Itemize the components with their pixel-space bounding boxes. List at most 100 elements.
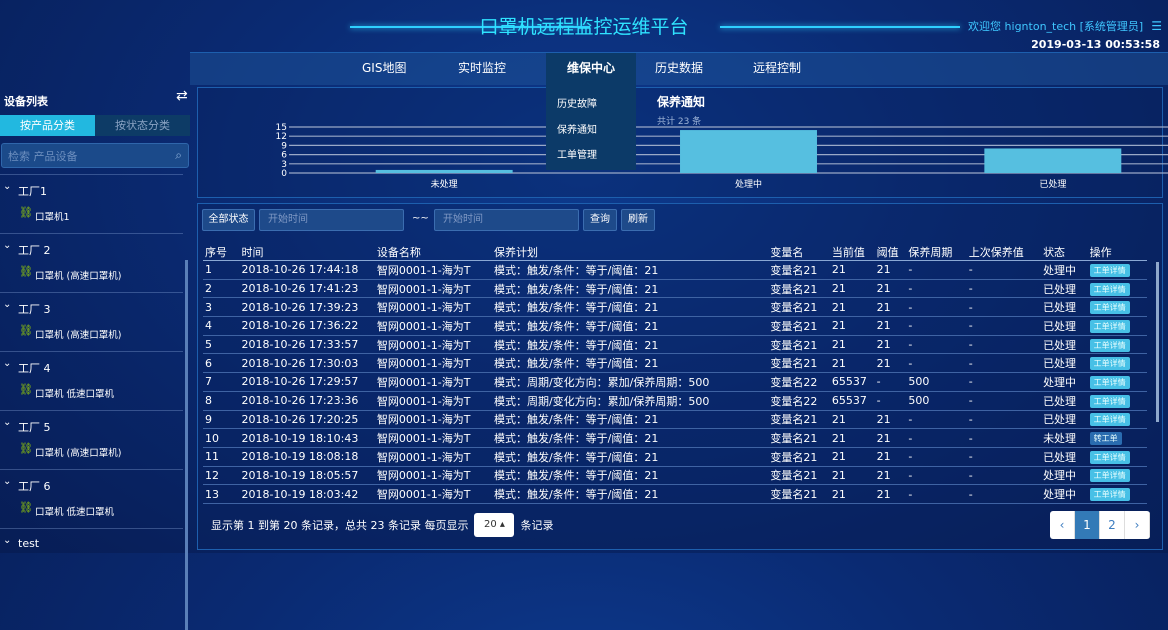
menu-item-history-fault[interactable]: 历史故障 xyxy=(557,99,597,110)
pagination-suffix: 条记录 xyxy=(520,519,554,532)
table-cell: 工单详情 xyxy=(1087,260,1147,280)
work-order-detail-button[interactable]: 工单详情 xyxy=(1089,301,1130,315)
chevron-down-icon[interactable]: ⌄ xyxy=(3,417,12,428)
start-time-input[interactable]: 开始时间 xyxy=(259,209,404,231)
table-cell: 65537 xyxy=(829,372,875,392)
device-item[interactable]: 口罩机 (高速口罩机) xyxy=(35,330,122,341)
menu-icon[interactable]: ☰ xyxy=(1151,19,1162,33)
table-row: 9 2018-10-26 17:20:25 智网0001-1-海为T 模式：触发/条件… xyxy=(203,410,1147,430)
page-size-select[interactable]: 20 ▴ xyxy=(474,513,515,537)
table-cell: 21 xyxy=(874,279,907,299)
nav-history-data[interactable]: 历史数据 xyxy=(655,61,704,75)
sidebar-scrollbar[interactable] xyxy=(185,260,188,630)
table-scrollbar[interactable] xyxy=(1156,262,1159,422)
convert-work-order-button[interactable]: 转工单 xyxy=(1089,432,1122,446)
factory-group[interactable]: ⌄ 工厂 5 ⛓ 口罩机 (高速口罩机) xyxy=(0,410,183,469)
table-cell: 处理中 xyxy=(1041,466,1088,486)
nav-maintenance-center[interactable]: 维保中心 xyxy=(546,53,636,86)
work-order-detail-button[interactable]: 工单详情 xyxy=(1089,394,1130,408)
table-cell: - xyxy=(874,391,907,411)
table-cell: 2018-10-26 17:29:57 xyxy=(239,372,375,392)
table-cell: - xyxy=(906,279,967,299)
refresh-button[interactable]: 刷新 xyxy=(621,209,655,231)
table-cell: - xyxy=(966,391,1042,411)
table-cell: 模式：触发/条件：等于/阈值：21 xyxy=(491,410,769,430)
header: 口罩机远程监控运维平台 欢迎您 hignton_tech [系统管理员] ☰ 2… xyxy=(0,0,1168,52)
next-page-button[interactable]: › xyxy=(1125,511,1150,539)
nav-realtime-monitor[interactable]: 实时监控 xyxy=(458,61,507,75)
page-1-button[interactable]: 1 xyxy=(1075,511,1100,539)
prev-page-button[interactable]: ‹ xyxy=(1050,511,1075,539)
nav-gis-map[interactable]: GIS地图 xyxy=(362,61,407,75)
table-cell: 21 xyxy=(829,447,875,467)
tab-by-product[interactable]: 按产品分类 xyxy=(0,115,95,136)
table-cell: - xyxy=(966,447,1042,467)
table-cell: 已处理 xyxy=(1041,410,1088,430)
device-item[interactable]: 口罩机 低速口罩机 xyxy=(35,389,115,400)
work-order-detail-button[interactable]: 工单详情 xyxy=(1089,338,1130,352)
page-2-button[interactable]: 2 xyxy=(1100,511,1125,539)
swap-icon[interactable]: ⇄ xyxy=(176,88,188,104)
table-cell: - xyxy=(906,353,967,374)
work-order-detail-button[interactable]: 工单详情 xyxy=(1089,357,1130,371)
work-order-detail-button[interactable]: 工单详情 xyxy=(1089,469,1130,483)
device-item[interactable]: 口罩机1 xyxy=(35,212,70,223)
end-time-input[interactable]: 开始时间 xyxy=(434,209,579,231)
table-cell: 已处理 xyxy=(1041,353,1088,374)
factory-group[interactable]: ⌄ 工厂 6 ⛓ 口罩机 低速口罩机 xyxy=(0,469,183,528)
factory-group[interactable]: ⌄ 工厂 3 ⛓ 口罩机 (高速口罩机) xyxy=(0,292,183,351)
factory-group[interactable]: ⌄ 工厂 2 ⛓ 口罩机 (高速口罩机) xyxy=(0,233,183,292)
device-search-input[interactable]: 检索 产品设备 ⌕ xyxy=(1,143,189,168)
table-cell: 智网0001-1-海为T xyxy=(374,335,492,355)
menu-item-work-order[interactable]: 工单管理 xyxy=(557,150,597,161)
chevron-down-icon[interactable]: ⌄ xyxy=(3,181,12,192)
factory-group[interactable]: ⌄ 工厂1 ⛓ 口罩机1 xyxy=(0,174,183,233)
nav-remote-control[interactable]: 远程控制 xyxy=(753,61,802,75)
table-row: 11 2018-10-19 18:08:18 智网0001-1-海为T 模式：触发/条… xyxy=(203,447,1147,467)
work-order-detail-button[interactable]: 工单详情 xyxy=(1089,263,1130,277)
chevron-down-icon[interactable]: ⌄ xyxy=(3,240,12,251)
chevron-down-icon[interactable]: ⌄ xyxy=(3,535,12,546)
table-cell: 变量名22 xyxy=(768,372,830,392)
table-cell: - xyxy=(966,466,1042,486)
table-row: 8 2018-10-26 17:23:36 智网0001-1-海为T 模式：周期/变化… xyxy=(203,391,1147,411)
table-cell: 2018-10-19 18:08:18 xyxy=(239,447,375,467)
chevron-down-icon[interactable]: ⌄ xyxy=(3,299,12,310)
table-cell: 变量名21 xyxy=(768,410,830,430)
tab-by-status[interactable]: 按状态分类 xyxy=(95,115,190,136)
column-header: 时间 xyxy=(239,244,375,261)
table-cell: 已处理 xyxy=(1041,335,1088,355)
query-button[interactable]: 查询 xyxy=(583,209,617,231)
factory-group[interactable]: ⌄ 工厂 4 ⛓ 口罩机 低速口罩机 xyxy=(0,351,183,410)
work-order-detail-button[interactable]: 工单详情 xyxy=(1089,282,1130,296)
search-icon[interactable]: ⌕ xyxy=(175,148,182,162)
maintenance-table: 序号 时间 设备名称 保养计划 变量名 当前值 阈值 保养周期 上次保养值 状态 操作 1 2018-… xyxy=(203,244,1147,504)
device-item[interactable]: 口罩机 (高速口罩机) xyxy=(35,271,122,282)
table-cell: 6 xyxy=(203,353,240,374)
welcome-user[interactable]: 欢迎您 hignton_tech [系统管理员] xyxy=(968,20,1144,33)
work-order-detail-button[interactable]: 工单详情 xyxy=(1089,450,1130,464)
link-icon: ⛓ xyxy=(19,442,33,455)
menu-item-maintenance-notice[interactable]: 保养通知 xyxy=(557,125,597,136)
y-tick-label: 0 xyxy=(281,169,287,179)
device-item[interactable]: 口罩机 低速口罩机 xyxy=(35,507,115,518)
table-cell: 工单详情 xyxy=(1087,372,1147,392)
device-list-title: 设备列表 xyxy=(4,95,48,108)
table-cell: 10 xyxy=(203,428,240,448)
chevron-down-icon[interactable]: ⌄ xyxy=(3,476,12,487)
table-row: 3 2018-10-26 17:39:23 智网0001-1-海为T 模式：触发/条件… xyxy=(203,297,1147,318)
chevron-down-icon[interactable]: ⌄ xyxy=(3,358,12,369)
device-item[interactable]: 口罩机 (高速口罩机) xyxy=(35,448,122,459)
work-order-detail-button[interactable]: 工单详情 xyxy=(1089,319,1130,333)
factory-group[interactable]: ⌄ test xyxy=(0,528,183,587)
work-order-detail-button[interactable]: 工单详情 xyxy=(1089,413,1130,427)
table-cell: 变量名21 xyxy=(768,428,830,448)
work-order-detail-button[interactable]: 工单详情 xyxy=(1089,375,1130,389)
status-filter-button[interactable]: 全部状态 xyxy=(202,209,255,231)
table-cell: 已处理 xyxy=(1041,391,1088,411)
work-order-detail-button[interactable]: 工单详情 xyxy=(1089,488,1130,502)
table-cell: 模式：触发/条件：等于/阈值：21 xyxy=(491,279,769,299)
table-cell: 2018-10-19 18:10:43 xyxy=(239,428,375,448)
sidebar: 设备列表 ⇄ 按产品分类 按状态分类 检索 产品设备 ⌕ ⌄ 工厂1 ⛓ 口罩机1 ⌄ 工… xyxy=(0,85,190,630)
table-cell: 已处理 xyxy=(1041,447,1088,467)
